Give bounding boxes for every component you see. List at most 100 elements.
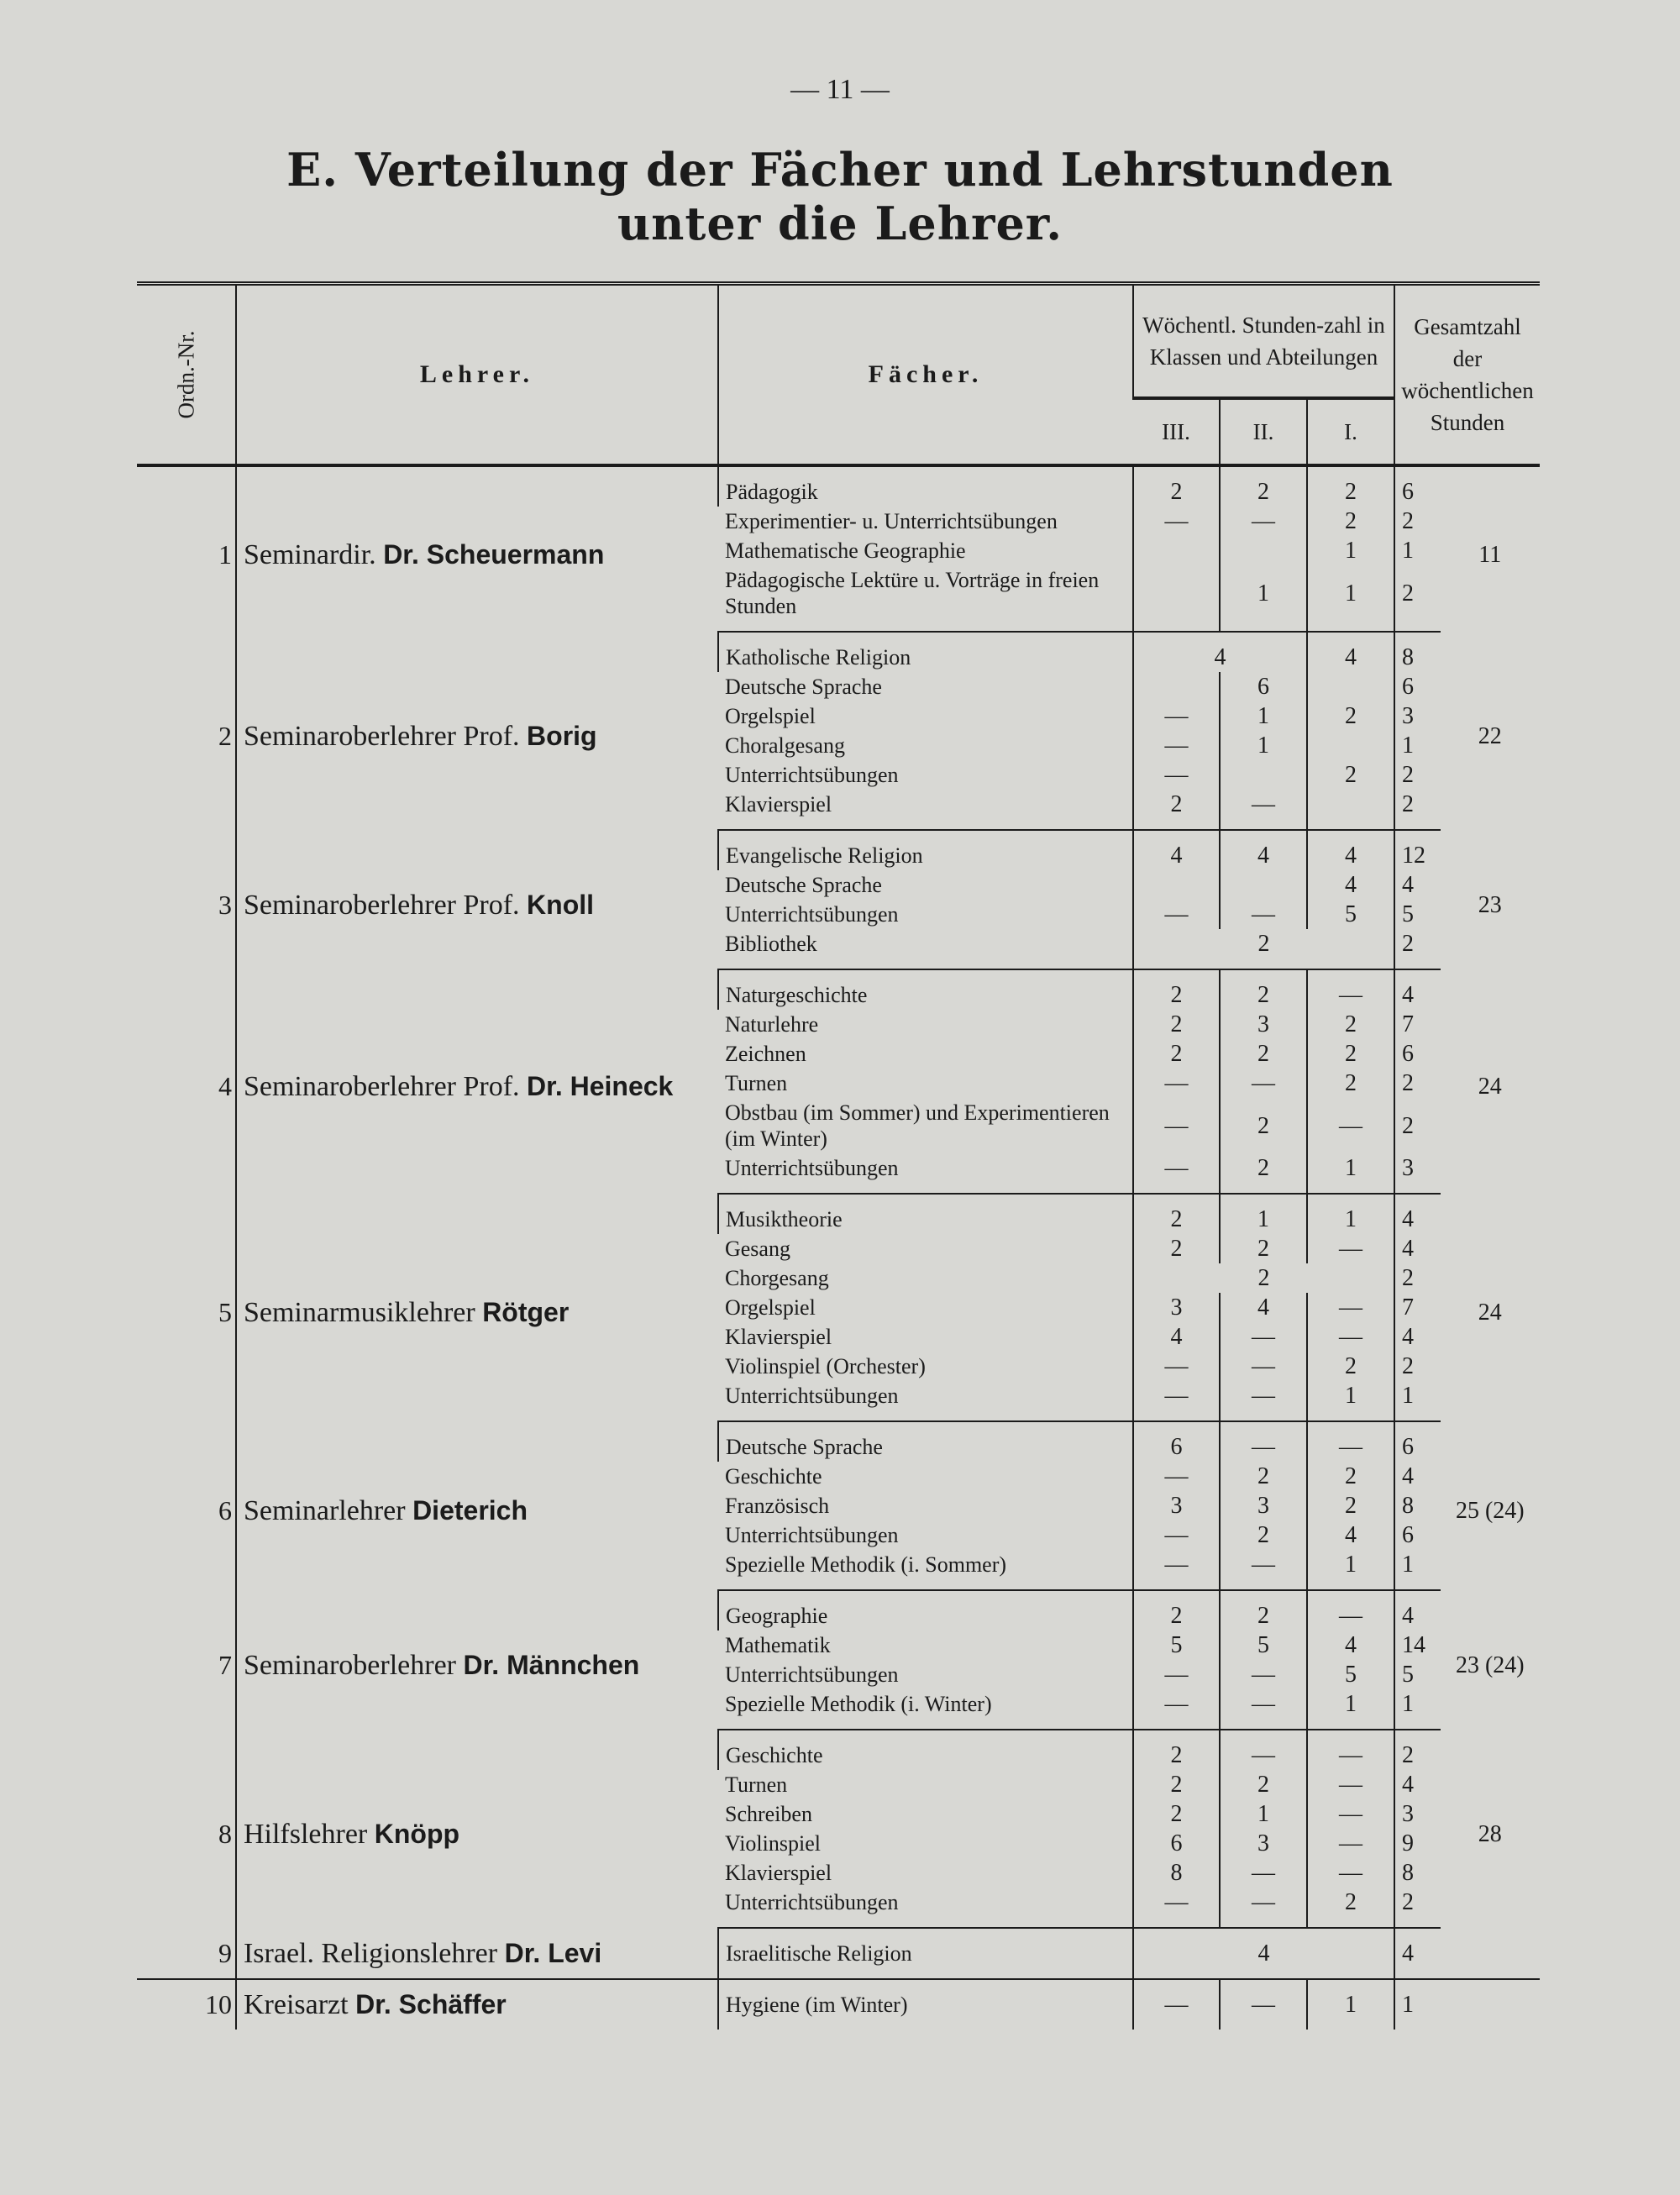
row: Bibliothek 2 2 — [137, 929, 1540, 970]
header-hours: Wöchentl. Stunden-zahl in Klassen und Ab… — [1131, 283, 1394, 401]
subject-total: 4 — [1393, 1462, 1441, 1491]
hours: 3 — [1218, 1010, 1307, 1039]
subject: Mathematische Geographie — [724, 538, 966, 563]
hours: — — [1131, 1520, 1220, 1550]
group-total: 22 — [1478, 722, 1502, 749]
subject: Obstbau (im Sommer) und Experimentieren … — [724, 1100, 1110, 1151]
row: Gesang 2 2—4 — [137, 1234, 1540, 1263]
row: Französisch 3 3 2 8 — [137, 1491, 1540, 1520]
hours: — — [1305, 1730, 1394, 1770]
subject-total: 2 — [1393, 1069, 1441, 1098]
hours: — — [1218, 900, 1307, 929]
subject-total: 6 — [1393, 1421, 1441, 1462]
hours: — — [1305, 1858, 1394, 1888]
hours: 2 — [1218, 969, 1307, 1010]
teacher: Seminarmusiklehrer Rötger — [234, 1194, 718, 1421]
hours: — — [1218, 1069, 1307, 1098]
page-number: — 11 — — [790, 74, 890, 105]
hours: 4 — [1131, 1928, 1394, 1980]
hours: — — [1218, 1322, 1307, 1352]
subject-total: 2 — [1393, 1888, 1441, 1929]
subject-total: 6 — [1393, 1520, 1441, 1550]
header-number: Ordn.-Nr. — [137, 283, 236, 467]
subject-total: 5 — [1393, 1660, 1441, 1689]
teacher: Hilfslehrer Knöpp — [234, 1730, 718, 1928]
teacher-title: Seminaroberlehrer Prof. — [243, 1071, 520, 1102]
hours: — — [1131, 1381, 1220, 1422]
title-line: unter die Lehrer. — [617, 197, 1063, 250]
hours: — — [1305, 1322, 1394, 1352]
header-total: Gesamtzahl der wöchentlichen Stunden — [1393, 283, 1540, 467]
hours: 2 — [1305, 1491, 1394, 1520]
subject: Spezielle Methodik (i. Sommer) — [717, 1550, 1133, 1591]
hours: — — [1218, 507, 1307, 536]
subject-total: 4 — [1393, 1590, 1441, 1630]
row: Unterrichtsübungen — —5 5 — [137, 1660, 1540, 1689]
subject-total: 1 — [1393, 1381, 1441, 1422]
hours: — — [1218, 1660, 1307, 1689]
hours: 2 — [1218, 1462, 1307, 1491]
hours: — — [1305, 1421, 1394, 1462]
hours: 2 — [1305, 1462, 1394, 1491]
subject-total: 4 — [1393, 1322, 1441, 1352]
row: Choralgesang —1 1 — [137, 731, 1540, 760]
row-number: 8 — [218, 1818, 232, 1849]
row: 10 Kreisarzt Dr. Schäffer Hygiene (im Wint… — [137, 1979, 1540, 2030]
row: Orgelspiel —1 2 3 — [137, 701, 1540, 731]
hours: — — [1131, 1098, 1220, 1153]
hours — [1131, 536, 1220, 565]
subject: Naturlehre — [724, 1012, 819, 1037]
row: Mathematik 5 5 4 14 — [137, 1630, 1540, 1660]
hours: — — [1218, 1888, 1307, 1929]
teaching-table: Ordn.-Nr. Lehrer. Fächer. Wöchentl. Stun… — [137, 281, 1540, 2030]
hours: 1 — [1305, 1979, 1394, 2030]
row: Mathematische Geographie 1 1 — [137, 536, 1540, 565]
row-number: 1 — [218, 538, 232, 570]
hours: 2 — [1131, 1799, 1220, 1829]
row: Zeichnen 2 2 2 6 — [137, 1039, 1540, 1069]
hours: 1 — [1218, 565, 1307, 633]
subject: Musiktheorie — [717, 1194, 1133, 1234]
hours: 1 — [1305, 536, 1394, 565]
hours: 5 — [1305, 1660, 1394, 1689]
hours: 2 — [1131, 1194, 1220, 1234]
teacher-name: Borig — [527, 720, 597, 751]
hours — [1218, 760, 1307, 790]
hours: 2 — [1305, 701, 1394, 731]
group-total: 24 — [1478, 1300, 1502, 1326]
subject: Unterrichtsübungen — [724, 1523, 899, 1547]
subject-total: 2 — [1393, 1730, 1441, 1770]
subject: Turnen — [724, 1772, 788, 1797]
hours: 5 — [1218, 1630, 1307, 1660]
hours: 1 — [1305, 1550, 1394, 1591]
row-number: 10 — [204, 1989, 232, 2019]
subject: Spezielle Methodik (i. Winter) — [717, 1689, 1133, 1730]
group-total — [1441, 1979, 1540, 2030]
hours: 4 — [1131, 830, 1220, 870]
hours: 4 — [1218, 1293, 1307, 1322]
hours: — — [1131, 731, 1220, 760]
subject: Gesang — [724, 1237, 790, 1261]
hours: — — [1305, 1234, 1394, 1263]
subject: Unterrichtsübungen — [724, 1662, 899, 1687]
subject-total: 2 — [1393, 1263, 1441, 1293]
subject-total: 2 — [1393, 790, 1441, 831]
subject: Geschichte — [717, 1730, 1133, 1770]
hours — [1305, 672, 1394, 701]
subject: Experimentier- u. Unterrichtsübungen — [724, 509, 1058, 533]
hours: 1 — [1305, 1153, 1394, 1195]
subject: Zeichnen — [724, 1042, 806, 1066]
header-class: II. — [1218, 398, 1307, 467]
row-number: 4 — [218, 1071, 232, 1101]
row: Turnen — —2 2 — [137, 1069, 1540, 1098]
hours: — — [1131, 1069, 1220, 1098]
subject: Chorgesang — [724, 1266, 829, 1290]
hours: 1 — [1305, 1381, 1394, 1422]
hours: 2 — [1218, 1234, 1307, 1263]
row: Geschichte —2 2 4 — [137, 1462, 1540, 1491]
hours: 2 — [1218, 1098, 1307, 1153]
title-line: E. Verteilung der Fächer und Lehrstunden — [286, 143, 1394, 197]
row: Spezielle Methodik (i. Winter) — —1 1 — [137, 1689, 1540, 1730]
subject: Bibliothek — [717, 929, 1133, 970]
hours: 1 — [1218, 1799, 1307, 1829]
